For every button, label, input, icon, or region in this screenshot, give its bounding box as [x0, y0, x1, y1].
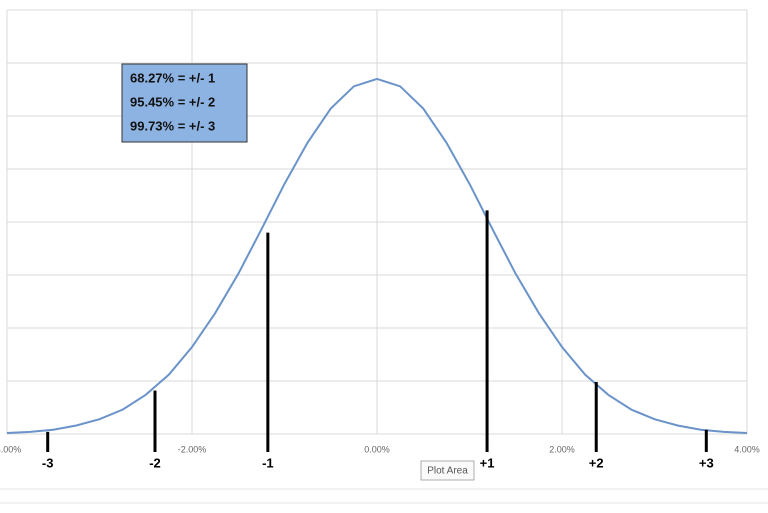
- annotation-line: 99.73% = +/- 3: [130, 118, 215, 133]
- sigma-label: -1: [262, 455, 274, 470]
- annotation-line: 95.45% = +/- 2: [130, 94, 215, 109]
- plot-area[interactable]: -4.00% -2.00% 0.00% 2.00% 4.00% -3 -2 -1 +1 +2 +3: [0, 9, 760, 470]
- x-tick-label: -2.00%: [178, 444, 207, 454]
- tooltip-box: [420, 460, 475, 481]
- curve: [6, 77, 748, 434]
- sigma-label: +2: [589, 455, 604, 470]
- x-tick-label: 2.00%: [549, 444, 575, 454]
- sigma-label: +3: [699, 455, 714, 470]
- annotation-box: [121, 63, 248, 143]
- x-tick-label: 4.00%: [734, 444, 760, 454]
- tooltip: Plot Area: [427, 466, 468, 477]
- x-tick-label: -4.00%: [0, 444, 21, 454]
- sigma-label: -3: [42, 455, 54, 470]
- x-tick-label: 0.00%: [364, 444, 390, 454]
- sigma-label: +1: [480, 455, 495, 470]
- annotation-line: 68.27% = +/- 1: [130, 70, 215, 85]
- sigma-label: -2: [149, 455, 161, 470]
